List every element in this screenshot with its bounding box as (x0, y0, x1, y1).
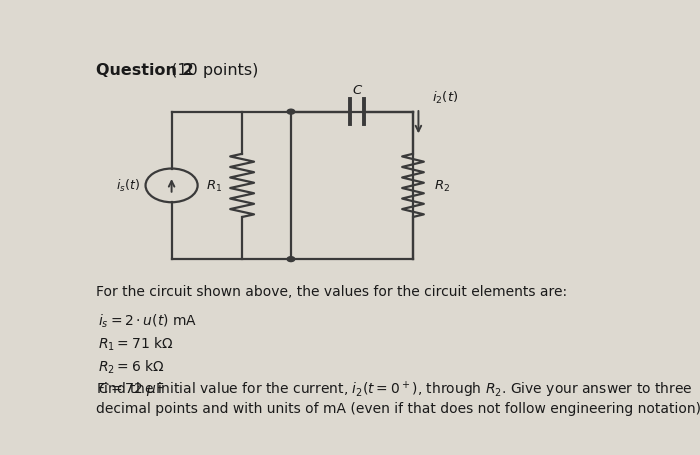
Text: $R_1$: $R_1$ (206, 178, 222, 193)
Text: Find the initial value for the current, $i_2(t = 0^+)$, through $R_2$. Give your: Find the initial value for the current, … (96, 379, 692, 399)
Text: (10 points): (10 points) (166, 63, 258, 78)
Text: $R_2$: $R_2$ (433, 178, 449, 193)
Text: $R_2 = 6$ k$\Omega$: $R_2 = 6$ k$\Omega$ (98, 358, 165, 375)
Text: For the circuit shown above, the values for the circuit elements are:: For the circuit shown above, the values … (96, 284, 567, 298)
Text: $i_s = 2 \cdot u(t)$ mA: $i_s = 2 \cdot u(t)$ mA (98, 312, 197, 329)
Text: $C$: $C$ (352, 84, 363, 96)
Text: $C = 72\ \mu$F: $C = 72\ \mu$F (98, 380, 165, 397)
Text: decimal points and with units of mA (even if that does not follow engineering no: decimal points and with units of mA (eve… (96, 401, 700, 415)
Circle shape (287, 257, 295, 262)
Text: $i_2(t)$: $i_2(t)$ (432, 89, 458, 106)
Text: $R_1 = 71$ k$\Omega$: $R_1 = 71$ k$\Omega$ (98, 335, 174, 352)
Text: Question 2: Question 2 (96, 63, 193, 78)
Circle shape (287, 110, 295, 115)
Text: $i_s(t)$: $i_s(t)$ (116, 178, 140, 194)
